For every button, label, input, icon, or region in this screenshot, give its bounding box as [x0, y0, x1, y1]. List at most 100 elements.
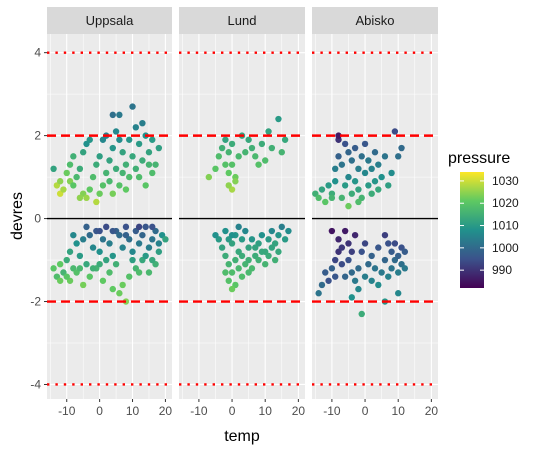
data-point — [332, 165, 339, 172]
x-tick-label: 0 — [229, 404, 236, 418]
y-tick-label: -2 — [30, 295, 41, 309]
data-point — [106, 157, 113, 164]
data-point — [318, 186, 326, 193]
pressure-colorbar — [460, 172, 484, 288]
panel-abisko — [312, 34, 438, 399]
data-point — [235, 153, 242, 160]
data-point — [335, 132, 342, 139]
data-point — [66, 161, 74, 168]
data-point — [86, 186, 93, 193]
data-point — [73, 240, 80, 247]
data-point — [258, 140, 266, 148]
data-point — [395, 290, 402, 297]
data-point — [225, 277, 232, 284]
data-point — [89, 244, 97, 251]
data-point — [361, 169, 369, 177]
data-point — [86, 231, 93, 239]
data-point — [149, 169, 156, 177]
data-point — [318, 281, 326, 289]
data-point — [228, 140, 236, 148]
data-point — [388, 248, 395, 255]
data-point — [228, 269, 236, 276]
data-point — [361, 140, 369, 148]
data-point — [103, 223, 110, 231]
data-point — [86, 273, 93, 280]
data-point — [83, 223, 90, 231]
data-point — [73, 173, 80, 181]
data-point — [116, 290, 123, 297]
data-point — [345, 240, 352, 247]
data-point — [381, 231, 389, 239]
facet-strip-abisko: Abisko — [312, 7, 438, 34]
data-point — [93, 161, 100, 168]
data-point — [401, 265, 409, 272]
data-point — [381, 153, 389, 160]
data-point — [99, 182, 107, 189]
data-point — [375, 244, 382, 251]
data-point — [145, 269, 153, 276]
data-point — [341, 140, 349, 148]
data-point — [338, 261, 346, 268]
data-point — [225, 169, 232, 177]
data-point — [116, 136, 123, 143]
data-point — [275, 231, 282, 239]
data-point — [385, 240, 392, 247]
facet-strip-lund: Lund — [179, 7, 305, 34]
data-point — [242, 227, 249, 235]
data-point — [63, 273, 70, 280]
data-point — [381, 256, 389, 264]
data-point — [341, 182, 349, 189]
data-point — [149, 223, 156, 231]
data-point — [79, 236, 87, 243]
data-point — [135, 173, 143, 181]
data-point — [358, 153, 365, 160]
data-point — [222, 269, 229, 276]
data-point — [109, 252, 116, 260]
panel-uppsala — [47, 34, 172, 399]
data-point — [258, 248, 266, 255]
data-point — [388, 265, 395, 272]
data-point — [262, 157, 269, 164]
data-point — [99, 277, 107, 284]
data-point — [325, 182, 332, 189]
data-point — [228, 240, 236, 247]
data-point — [351, 144, 359, 152]
data-point — [66, 248, 74, 255]
data-point — [262, 261, 269, 268]
facet-strip-uppsala: Uppsala — [47, 7, 172, 34]
data-point — [162, 236, 169, 243]
data-point — [96, 190, 103, 197]
data-point — [265, 128, 272, 135]
legend-label: 1030 — [492, 174, 519, 188]
data-point — [96, 248, 103, 255]
data-point — [126, 173, 133, 181]
facet-label-abisko: Abisko — [355, 13, 394, 28]
data-point — [142, 182, 149, 189]
data-point — [109, 190, 116, 197]
data-point — [228, 161, 236, 168]
data-point — [322, 198, 329, 206]
points-abisko — [312, 128, 409, 318]
data-point — [149, 136, 156, 143]
x-tick-label: 20 — [159, 404, 173, 418]
data-point — [50, 265, 57, 272]
data-point — [106, 240, 113, 247]
data-point — [215, 153, 222, 160]
data-point — [63, 256, 70, 264]
data-point — [338, 194, 346, 202]
data-point — [245, 244, 252, 251]
data-point — [116, 231, 123, 239]
data-point — [96, 227, 103, 235]
data-point — [245, 136, 252, 143]
data-point — [122, 223, 130, 231]
data-point — [375, 281, 382, 289]
points-uppsala — [50, 103, 169, 305]
data-point — [378, 173, 385, 181]
data-point — [103, 169, 110, 177]
data-point — [112, 128, 120, 135]
data-point — [155, 144, 163, 152]
data-point — [345, 149, 352, 156]
data-point — [278, 223, 285, 231]
data-point — [275, 115, 282, 123]
